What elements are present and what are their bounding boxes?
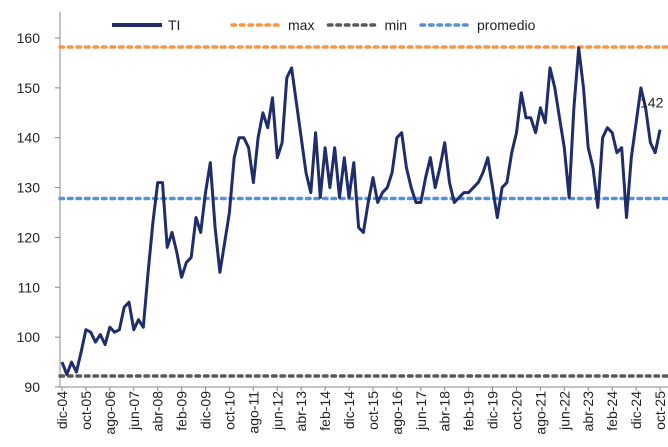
x-tick-label: ago-06 bbox=[102, 391, 118, 435]
x-tick-label: oct-10 bbox=[221, 391, 237, 430]
legend-label: min bbox=[384, 17, 407, 33]
legend-label: TI bbox=[168, 17, 180, 33]
x-tick-label: oct-15 bbox=[365, 391, 381, 430]
x-tick-label: dic-09 bbox=[198, 391, 214, 429]
x-tick-label: ago-11 bbox=[245, 391, 261, 434]
x-tick-label: ago-21 bbox=[532, 391, 548, 435]
x-tick-label: feb-19 bbox=[461, 391, 477, 431]
y-tick-label: 150 bbox=[17, 80, 41, 96]
x-tick-label: jun-17 bbox=[413, 391, 429, 431]
x-tick-label: abr-18 bbox=[437, 391, 453, 432]
x-tick-label: abr-13 bbox=[293, 391, 309, 432]
data-label: 142 bbox=[640, 95, 664, 111]
y-tick-label: 90 bbox=[24, 379, 40, 395]
x-tick-label: feb-09 bbox=[174, 391, 190, 431]
legend-label: max bbox=[288, 17, 314, 33]
x-tick-label: dic-04 bbox=[54, 391, 70, 429]
x-tick-label: ago-16 bbox=[389, 391, 405, 435]
y-tick-label: 160 bbox=[17, 30, 41, 46]
x-tick-label: jun-07 bbox=[126, 391, 142, 431]
y-tick-label: 140 bbox=[17, 130, 41, 146]
x-tick-label: dic-14 bbox=[341, 391, 357, 429]
x-tick-label: dic-19 bbox=[485, 391, 501, 429]
x-tick-label: feb-14 bbox=[317, 391, 333, 431]
x-tick-label: jun-12 bbox=[269, 391, 285, 431]
y-tick-label: 100 bbox=[17, 329, 41, 345]
x-tick-label: oct-25 bbox=[652, 391, 668, 430]
y-tick-label: 110 bbox=[18, 279, 41, 295]
y-tick-label: 130 bbox=[17, 180, 41, 196]
x-tick-label: feb-24 bbox=[604, 391, 620, 431]
line-series bbox=[60, 46, 662, 376]
x-tick-label: oct-20 bbox=[508, 391, 524, 430]
y-tick-label: 120 bbox=[17, 229, 41, 245]
x-tick-label: jun-22 bbox=[556, 391, 572, 431]
x-tick-label: dic-24 bbox=[628, 391, 644, 429]
x-tick-label: abr-23 bbox=[580, 391, 596, 432]
legend-label: promedio bbox=[477, 17, 536, 33]
x-tick-label: abr-08 bbox=[150, 391, 166, 432]
x-tick-label: oct-05 bbox=[78, 391, 94, 430]
